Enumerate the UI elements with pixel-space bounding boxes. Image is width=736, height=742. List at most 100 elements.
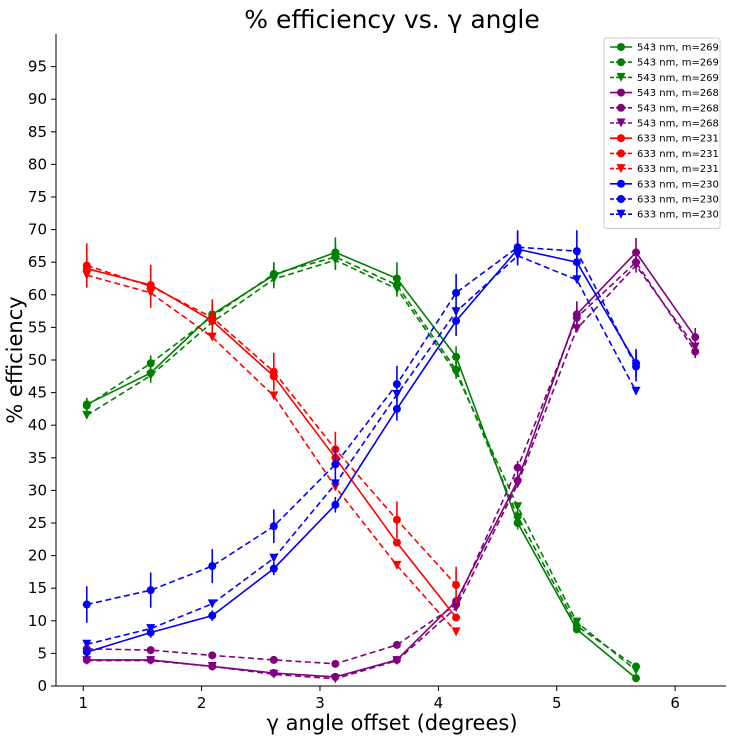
x-tick-label: 2: [197, 694, 207, 712]
y-tick-label: 70: [28, 221, 47, 239]
y-axis-title: % efficiency: [3, 296, 27, 423]
data-point: [82, 401, 91, 410]
y-tick-label: 0: [37, 677, 47, 695]
y-tick-label: 20: [28, 547, 47, 565]
y-tick-label: 55: [28, 318, 47, 336]
y-tick-label: 30: [28, 481, 47, 499]
data-point: [330, 479, 340, 489]
series-line: [86, 251, 637, 679]
data-point: [269, 655, 278, 664]
data-point: [269, 553, 279, 563]
data-point: [632, 674, 641, 683]
y-tick-label: 75: [28, 188, 47, 206]
legend-marker: [617, 58, 625, 67]
series-line: [86, 256, 637, 668]
data-point: [208, 651, 217, 660]
data-point: [513, 251, 523, 261]
data-point: [392, 404, 401, 413]
data-point: [331, 460, 340, 469]
series-line: [86, 259, 637, 672]
legend-label: 543 nm, m=268: [637, 119, 719, 130]
data-point: [269, 522, 278, 531]
data-point: [392, 380, 401, 389]
data-point: [572, 617, 582, 627]
data-point: [208, 611, 217, 620]
data-point: [146, 371, 156, 381]
data-point: [208, 313, 217, 322]
data-point: [513, 243, 522, 252]
series-11: [82, 230, 641, 623]
data-point: [331, 500, 340, 509]
data-point: [451, 307, 461, 317]
data-point: [691, 347, 700, 356]
x-tick-label: 3: [315, 694, 325, 712]
data-point: [451, 603, 461, 613]
y-tick-label: 90: [28, 90, 47, 108]
data-point: [392, 656, 402, 666]
data-point: [269, 367, 278, 376]
legend-label: 633 nm, m=230: [637, 210, 719, 221]
y-tick-label: 5: [37, 644, 47, 662]
data-point: [392, 515, 401, 524]
x-tick-label: 6: [670, 694, 680, 712]
x-tick-label: 1: [78, 694, 88, 712]
data-point: [452, 288, 461, 297]
data-point: [392, 560, 402, 570]
series-line: [86, 274, 457, 633]
y-tick-label: 65: [28, 253, 47, 271]
legend-marker: [616, 118, 626, 128]
y-tick-label: 10: [28, 612, 47, 630]
data-point: [82, 600, 91, 609]
data-point: [146, 646, 155, 655]
series-line: [86, 264, 457, 586]
data-point: [269, 669, 279, 679]
data-point: [572, 275, 582, 285]
legend-label: 633 nm, m=230: [637, 179, 719, 190]
legend-marker: [617, 195, 625, 203]
data-point: [631, 260, 641, 270]
data-point: [572, 324, 582, 334]
data-point: [208, 562, 217, 571]
y-tick-label: 40: [28, 416, 47, 434]
y-tick-label: 95: [28, 58, 47, 76]
data-point: [82, 656, 92, 666]
data-point: [452, 580, 461, 589]
data-point: [690, 342, 700, 352]
data-point: [82, 648, 91, 657]
data-point: [330, 255, 340, 265]
y-tick-label: 85: [28, 123, 47, 141]
data-point: [207, 661, 217, 671]
data-point: [331, 659, 340, 668]
series-group: [82, 230, 700, 684]
data-point: [452, 316, 461, 325]
data-point: [572, 247, 581, 256]
data-point: [513, 502, 523, 512]
data-point: [269, 274, 279, 284]
legend-label: 543 nm, m=269: [637, 43, 719, 54]
series-9: [82, 270, 461, 637]
data-point: [452, 613, 461, 622]
legend-marker: [617, 134, 625, 143]
x-tick-label: 4: [434, 694, 444, 712]
series-line: [86, 260, 696, 665]
data-point: [82, 261, 91, 270]
data-point: [392, 284, 402, 294]
legend-marker: [617, 43, 625, 51]
data-point: [572, 313, 581, 322]
data-point: [392, 640, 401, 649]
series-6: [82, 260, 700, 684]
data-point: [82, 410, 92, 420]
data-point: [146, 282, 155, 291]
data-point: [207, 599, 217, 609]
data-point: [269, 564, 278, 573]
legend-marker: [617, 149, 625, 158]
data-point: [513, 479, 523, 489]
data-point: [146, 624, 156, 634]
data-point: [513, 463, 522, 472]
y-tick-label: 25: [28, 514, 47, 532]
legend-label: 543 nm, m=268: [637, 88, 719, 99]
x-axis-title: γ angle offset (degrees): [266, 711, 517, 735]
data-point: [451, 627, 461, 637]
data-point: [269, 391, 279, 401]
